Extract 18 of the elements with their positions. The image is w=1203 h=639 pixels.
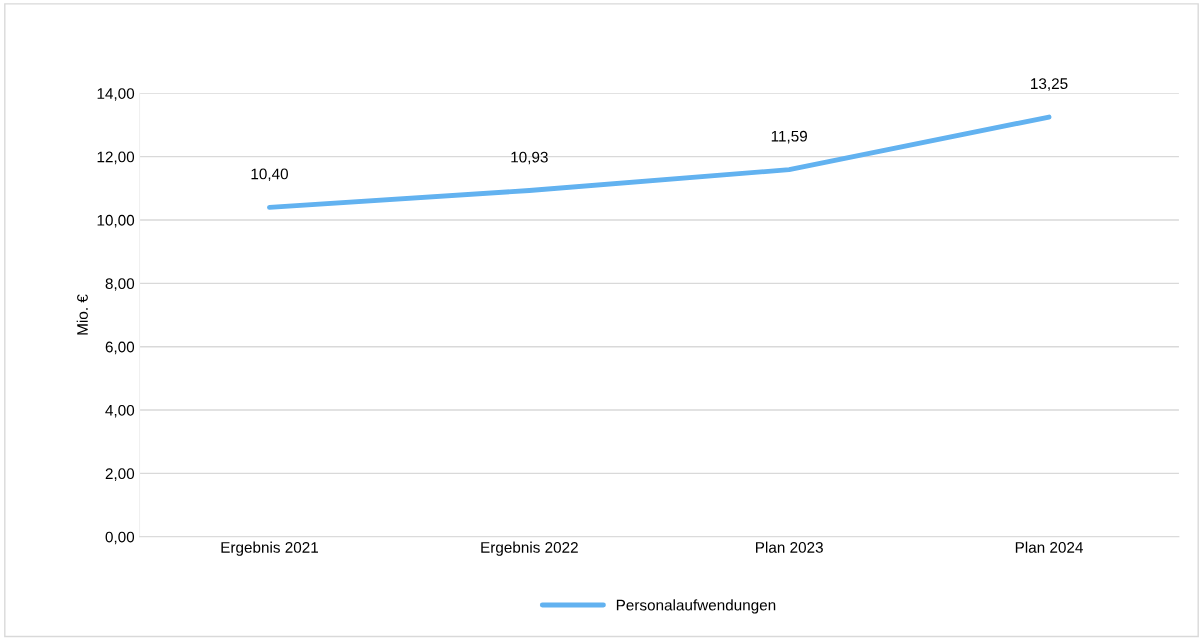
y-tick-label: 0,00 — [105, 531, 135, 545]
y-tick-label: 8,00 — [105, 278, 135, 291]
y-tick-label: 6,00 — [105, 341, 135, 355]
x-tick-label: Ergebnis 2021 — [221, 541, 318, 556]
y-tick-label: 2,00 — [105, 468, 135, 481]
y-tick-label: 12,00 — [97, 151, 135, 165]
x-tick-label: Plan 2024 — [1015, 541, 1083, 553]
y-tick-label: 14,00 — [97, 88, 135, 101]
data-label: 13,25 — [1031, 78, 1068, 91]
x-tick-label: Plan 2023 — [756, 541, 823, 553]
x-tick-label: Ergebnis 2022 — [481, 541, 578, 556]
data-label: 11,59 — [771, 130, 807, 144]
legend-label: Personalaufwendungen — [616, 599, 776, 614]
y-axis-title: Mio. € — [76, 294, 88, 335]
y-tick-label: 10,00 — [97, 214, 135, 228]
y-tick-label: 4,00 — [105, 404, 135, 418]
data-label: 10,93 — [511, 151, 548, 165]
data-label: 10,40 — [251, 168, 288, 182]
